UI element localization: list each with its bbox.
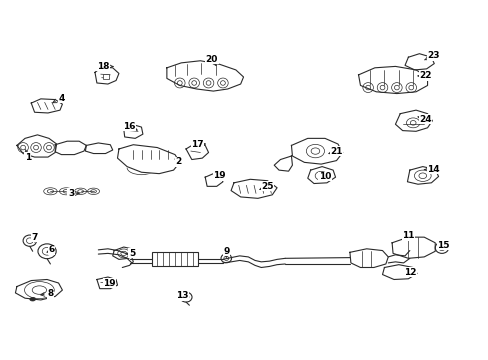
Text: 4: 4 [53, 94, 64, 103]
Polygon shape [95, 67, 119, 84]
Text: 14: 14 [424, 165, 439, 174]
Polygon shape [17, 135, 57, 157]
Bar [152, 252, 198, 266]
Text: 13: 13 [176, 291, 188, 300]
Polygon shape [291, 138, 342, 164]
Text: 7: 7 [31, 233, 38, 242]
Bar [103, 74, 109, 80]
Polygon shape [274, 156, 292, 171]
Polygon shape [349, 249, 387, 267]
Polygon shape [112, 247, 134, 259]
Polygon shape [358, 66, 427, 94]
Polygon shape [382, 265, 416, 279]
Polygon shape [407, 167, 438, 184]
Text: 11: 11 [401, 231, 414, 240]
Text: 8: 8 [41, 289, 53, 298]
Text: 21: 21 [328, 147, 342, 156]
Polygon shape [97, 277, 117, 289]
Polygon shape [395, 110, 431, 131]
Polygon shape [231, 179, 277, 198]
Polygon shape [123, 124, 142, 138]
Polygon shape [391, 237, 434, 258]
Polygon shape [166, 61, 243, 91]
Text: 22: 22 [417, 71, 431, 80]
Text: 3: 3 [68, 189, 79, 198]
Text: 16: 16 [123, 122, 137, 131]
Text: 19: 19 [103, 279, 116, 288]
Polygon shape [85, 143, 112, 154]
Polygon shape [31, 99, 62, 113]
Polygon shape [185, 144, 208, 159]
Text: 15: 15 [436, 241, 448, 250]
Polygon shape [16, 279, 62, 300]
Text: 17: 17 [191, 140, 205, 149]
Text: 12: 12 [403, 268, 415, 277]
Text: 19: 19 [213, 171, 225, 181]
Polygon shape [55, 141, 86, 154]
Text: 9: 9 [223, 247, 229, 257]
Polygon shape [404, 54, 433, 70]
Text: 24: 24 [417, 115, 431, 124]
Text: 18: 18 [97, 62, 113, 71]
Polygon shape [205, 174, 223, 186]
Polygon shape [307, 167, 335, 184]
Text: 6: 6 [47, 246, 55, 255]
Text: 5: 5 [127, 249, 135, 258]
Ellipse shape [30, 297, 36, 301]
Text: 20: 20 [205, 55, 218, 66]
Text: 25: 25 [259, 182, 273, 191]
Text: 23: 23 [424, 51, 439, 60]
Text: 10: 10 [318, 172, 330, 181]
Polygon shape [117, 145, 180, 174]
Text: 1: 1 [25, 149, 31, 162]
Text: 2: 2 [174, 157, 181, 166]
